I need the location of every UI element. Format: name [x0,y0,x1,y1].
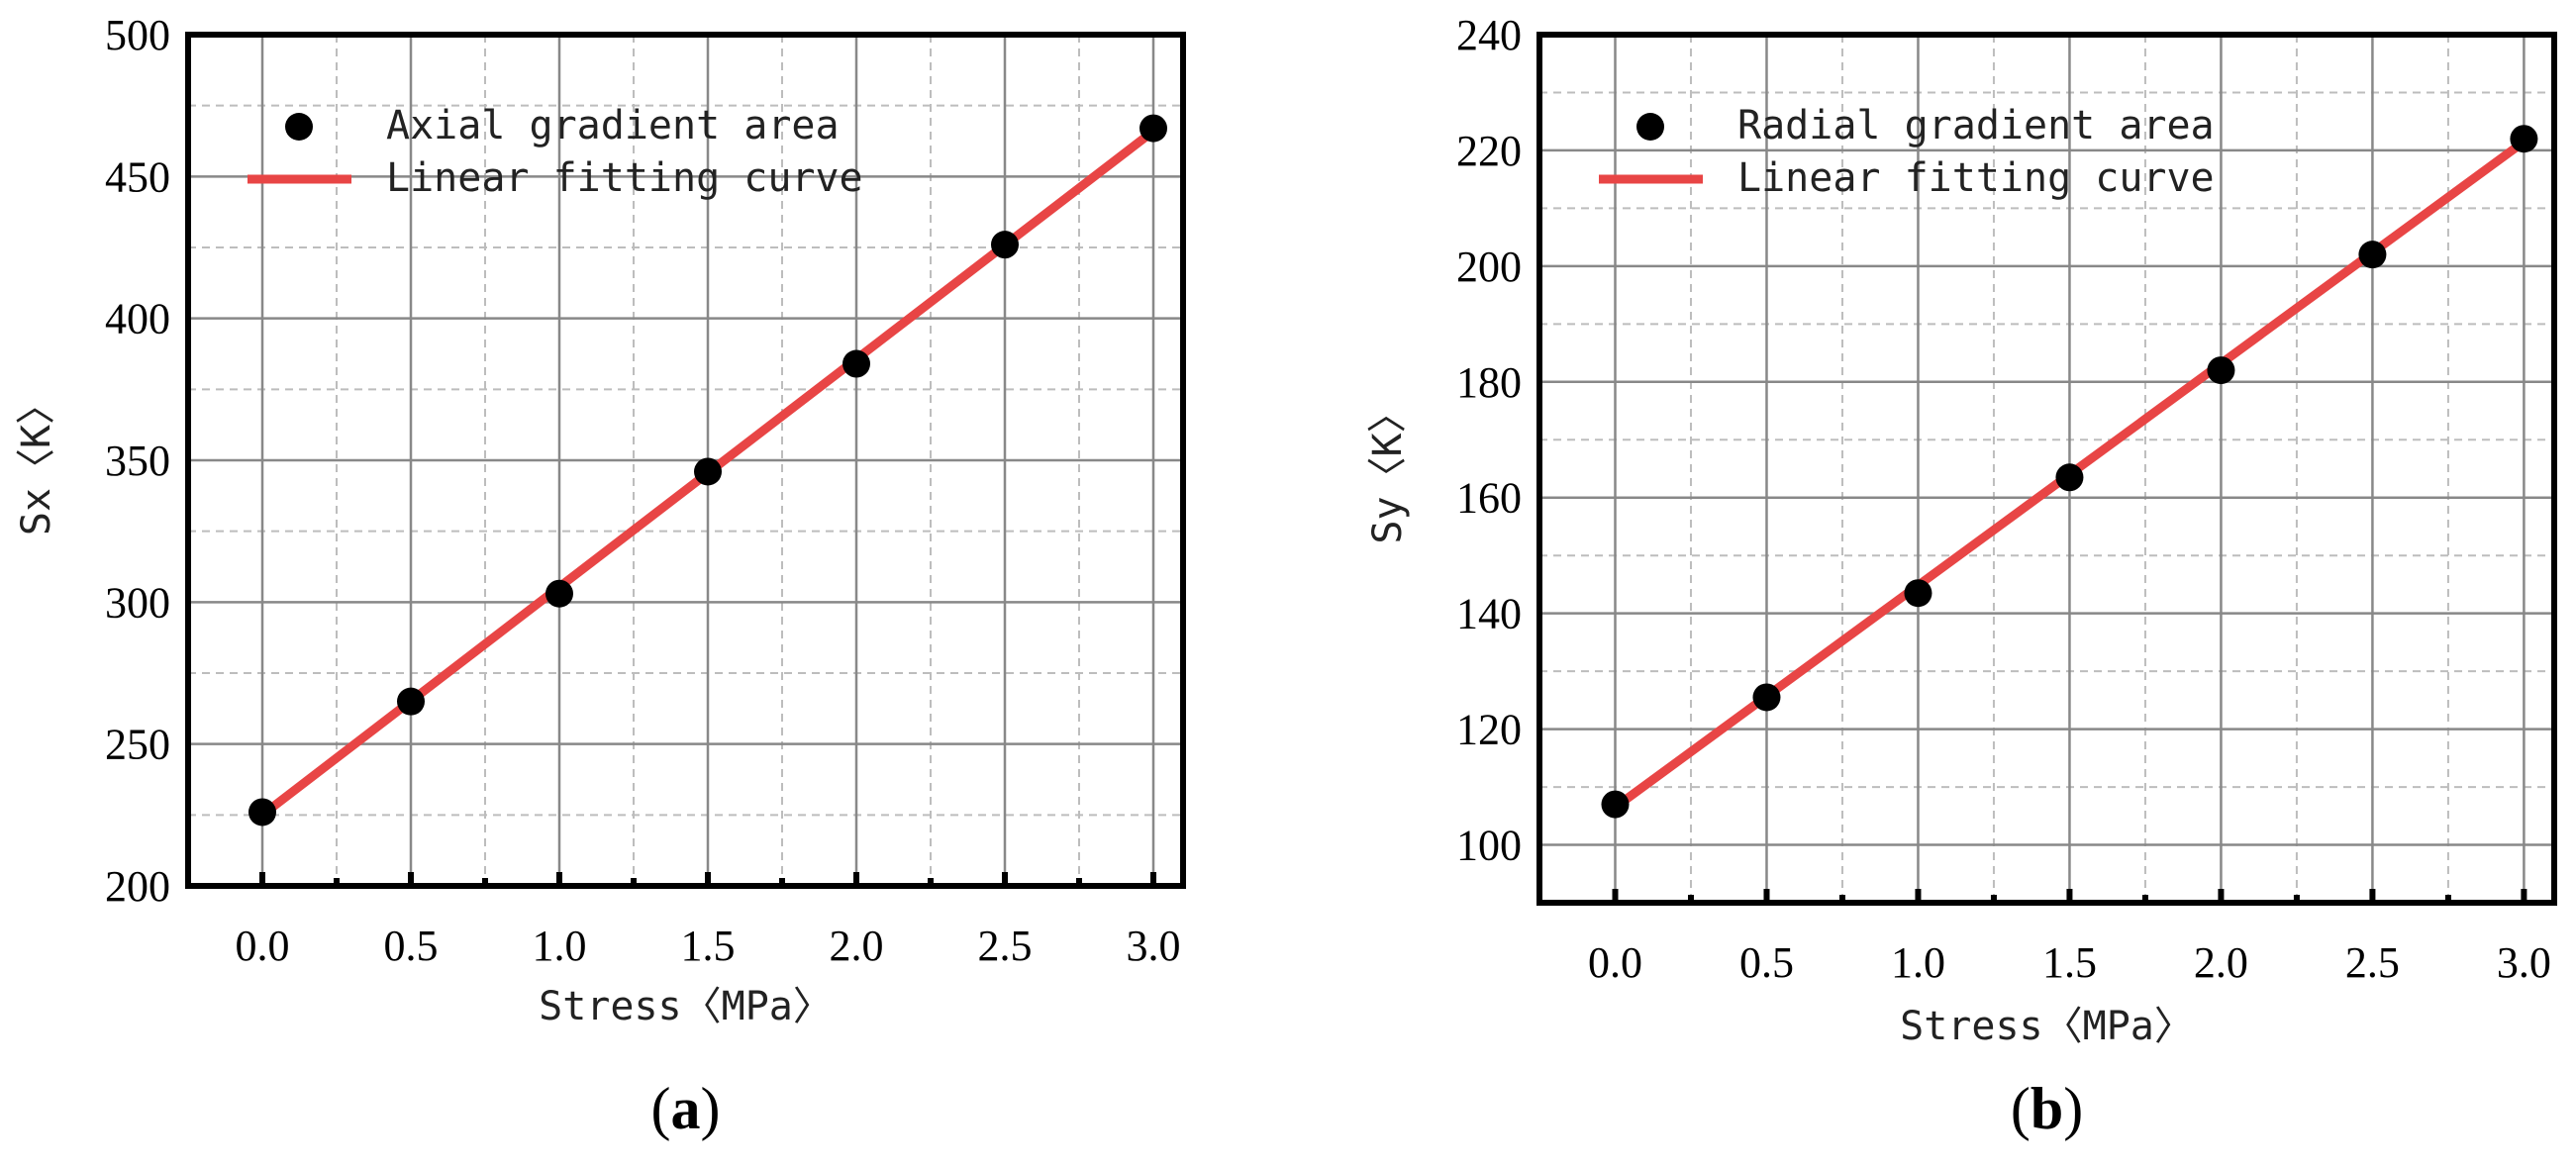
panel-b-x-axis-label: Stress〈MPa〉 [1900,1004,2194,1049]
panel-a-data-point [1139,114,1167,143]
panel-a-legend-marker-points [285,113,313,141]
panel-b-panel-label: (b) [2011,1076,2083,1141]
panel-b-axes-frame [1536,32,2557,906]
panel-b-data-point [2510,125,2538,153]
panel-a-panel-label: (a) [651,1076,721,1141]
panel-b-legend-label-points: Radial gradient area [1737,103,2215,148]
panel-b-xtick-label: 0.5 [1739,938,1794,987]
panel-b-legend-marker-points [1636,113,1664,141]
panel-b-data-point [1601,790,1630,819]
panel-a-data-point [842,349,870,378]
panel-b-data-point [1904,579,1932,608]
panel-b-xtick-label: 0.0 [1588,938,1642,987]
panel-a-xtick-label: 2.5 [978,922,1033,970]
panel-a-ytick-label: 400 [105,295,170,343]
panel-a-chart: 200 250 300 350 400 450 500 0.0 0.5 1.0 1.5 2.0 2.5 3… [14,11,1186,1141]
panel-a-xtick-label: 1.0 [533,922,587,970]
panel-a-xtick-label: 3.0 [1127,922,1181,970]
panel-a-ytick-label: 200 [105,862,170,911]
panel-a-ytick-label: 300 [105,578,170,627]
panel-b-chart: 100 120 140 160 180 200 220 240 0.0 0.5 1.0 1.5 2.0 2… [1365,11,2557,1141]
panel-b-xtick-label: 3.0 [2497,938,2551,987]
panel-a-legend-label-line: Linear fitting curve [386,155,863,201]
panel-a-xtick-label: 0.0 [236,922,290,970]
panel-a-data-point [545,579,573,608]
panel-b-data-point [2055,463,2084,492]
panel-b-ytick-label: 140 [1456,590,1522,638]
panel-b-data-point [2207,356,2235,385]
panel-b-ytick-label: 100 [1456,822,1522,870]
panel-b-y-axis-label: Sy〈K〉 [1365,393,1411,543]
panel-b-ytick-label: 180 [1456,358,1522,407]
panel-a-ytick-label: 350 [105,437,170,485]
panel-a-data-point [694,457,722,486]
panel-a-ytick-label: 450 [105,152,170,201]
panel-b-legend: Radial gradient area Linear fitting curve [1599,103,2215,201]
panel-b-data-point [2358,241,2387,269]
panel-b-xtick-label: 2.0 [2194,938,2248,987]
panel-a-ytick-label: 250 [105,721,170,769]
panel-b-xtick-label: 2.5 [2345,938,2400,987]
panel-a-y-axis-label: Sx〈K〉 [14,385,59,536]
panel-a-xtick-label: 2.0 [830,922,884,970]
panel-a-ytick-label: 500 [105,11,170,59]
panel-a-data-point [248,798,276,827]
panel-b-xtick-label: 1.5 [2042,938,2097,987]
panel-b-ytick-label: 120 [1456,706,1522,754]
panel-a-data-point [397,687,425,716]
panel-b-data-point [1752,683,1781,712]
panel-b-ytick-label: 220 [1456,127,1522,175]
panel-b-xtick-label: 1.0 [1891,938,1945,987]
panel-a-legend: Axial gradient area Linear fitting curve [248,103,863,201]
panel-b-grid [1539,35,2554,903]
panel-a-xtick-label: 0.5 [384,922,439,970]
panel-b-ytick-label: 200 [1456,243,1522,291]
panel-a-xtick-label: 1.5 [681,922,736,970]
panel-b-ytick-label: 240 [1456,11,1522,59]
panel-a-data-point [991,231,1019,259]
panel-a-legend-label-points: Axial gradient area [386,103,840,148]
panel-a-axes-frame [185,32,1186,889]
panel-b-ytick-label: 160 [1456,474,1522,523]
panel-b-legend-label-line: Linear fitting curve [1737,155,2215,201]
panel-a-x-axis-label: Stress〈MPa〉 [539,984,833,1029]
